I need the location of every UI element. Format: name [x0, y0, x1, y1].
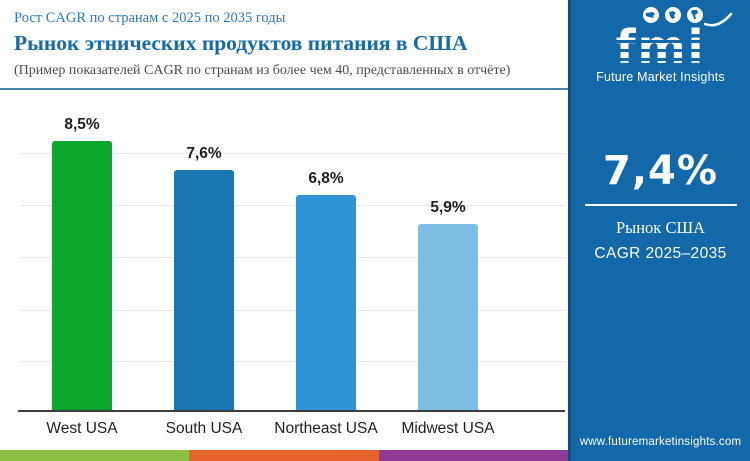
x-axis-label-west-usa: West USA: [46, 420, 118, 437]
bar-group-west-usa: 8,5%: [21, 116, 143, 411]
bar-group-south-usa: 7,6%: [143, 145, 265, 411]
bar-group-midwest-usa: 5,9%: [387, 199, 509, 411]
logo-wordmark: fmi: [607, 22, 714, 72]
gridline: [20, 361, 565, 362]
x-axis-line: [18, 410, 565, 412]
bar-midwest-usa: [418, 224, 478, 411]
bar-chart: 8,5% West USA 7,6% South USA 6,8% Northeast U…: [0, 90, 568, 450]
europe-map-icon: [664, 7, 681, 23]
logo-swoosh-icon: [704, 12, 733, 27]
logo-stripe: [607, 40, 714, 43]
bar-value-label: 6,8%: [308, 170, 344, 187]
x-axis-label-northeast-usa: Northeast USA: [274, 420, 378, 437]
logo-stripe: [607, 67, 714, 70]
logo-globe-icons: [583, 6, 750, 27]
gridline: [20, 310, 565, 311]
header: Рост CAGR по странам с 2025 по 2035 годы…: [0, 0, 568, 88]
fmi-logo: fmi Future Market Insights: [571, 6, 750, 84]
stat-block: 7,4% Рынок США CAGR 2025–2035: [571, 148, 750, 263]
bar-group-northeast-usa: 6,8%: [265, 170, 387, 411]
footer-strip-segment: [0, 450, 190, 461]
logo-stripe: [607, 49, 714, 52]
header-subtitle: Рост CAGR по странам с 2025 по 2035 годы: [14, 10, 286, 26]
bar-northeast-usa: [296, 195, 356, 411]
x-axis-label-south-usa: South USA: [165, 420, 243, 437]
stat-cagr-label: CAGR 2025–2035: [594, 245, 727, 262]
gridline: [20, 257, 565, 258]
stat-value: 7,4%: [603, 148, 718, 194]
footer-color-strip: [0, 450, 568, 461]
page-title: Рынок этнических продуктов питания в США: [14, 31, 468, 55]
brand-panel: fmi Future Market Insights 7,4% Рынок СШ…: [568, 0, 750, 461]
usa-map-icon: [642, 7, 659, 23]
bar-west-usa: [52, 141, 112, 411]
stat-divider: [584, 204, 737, 206]
footer-strip-segment: [378, 450, 568, 461]
stat-market-label: Рынок США: [615, 218, 706, 237]
website-link[interactable]: www.futuremarketinsights.com: [579, 436, 742, 448]
logo-tagline: Future Market Insights: [596, 70, 725, 84]
bar-value-label: 5,9%: [430, 199, 466, 216]
bar-value-label: 7,6%: [186, 145, 222, 162]
x-axis-label-midwest-usa: Midwest USA: [401, 420, 495, 437]
americas-map-icon: [686, 7, 703, 23]
bar-south-usa: [174, 170, 234, 411]
gridline: [20, 153, 565, 154]
gridline: [20, 205, 565, 206]
header-divider: [0, 88, 568, 90]
logo-stripe: [607, 58, 714, 61]
footer-strip-segment: [189, 450, 379, 461]
header-note: (Пример показателей CAGR по странам из б…: [14, 63, 511, 78]
bar-value-label: 8,5%: [64, 116, 100, 133]
